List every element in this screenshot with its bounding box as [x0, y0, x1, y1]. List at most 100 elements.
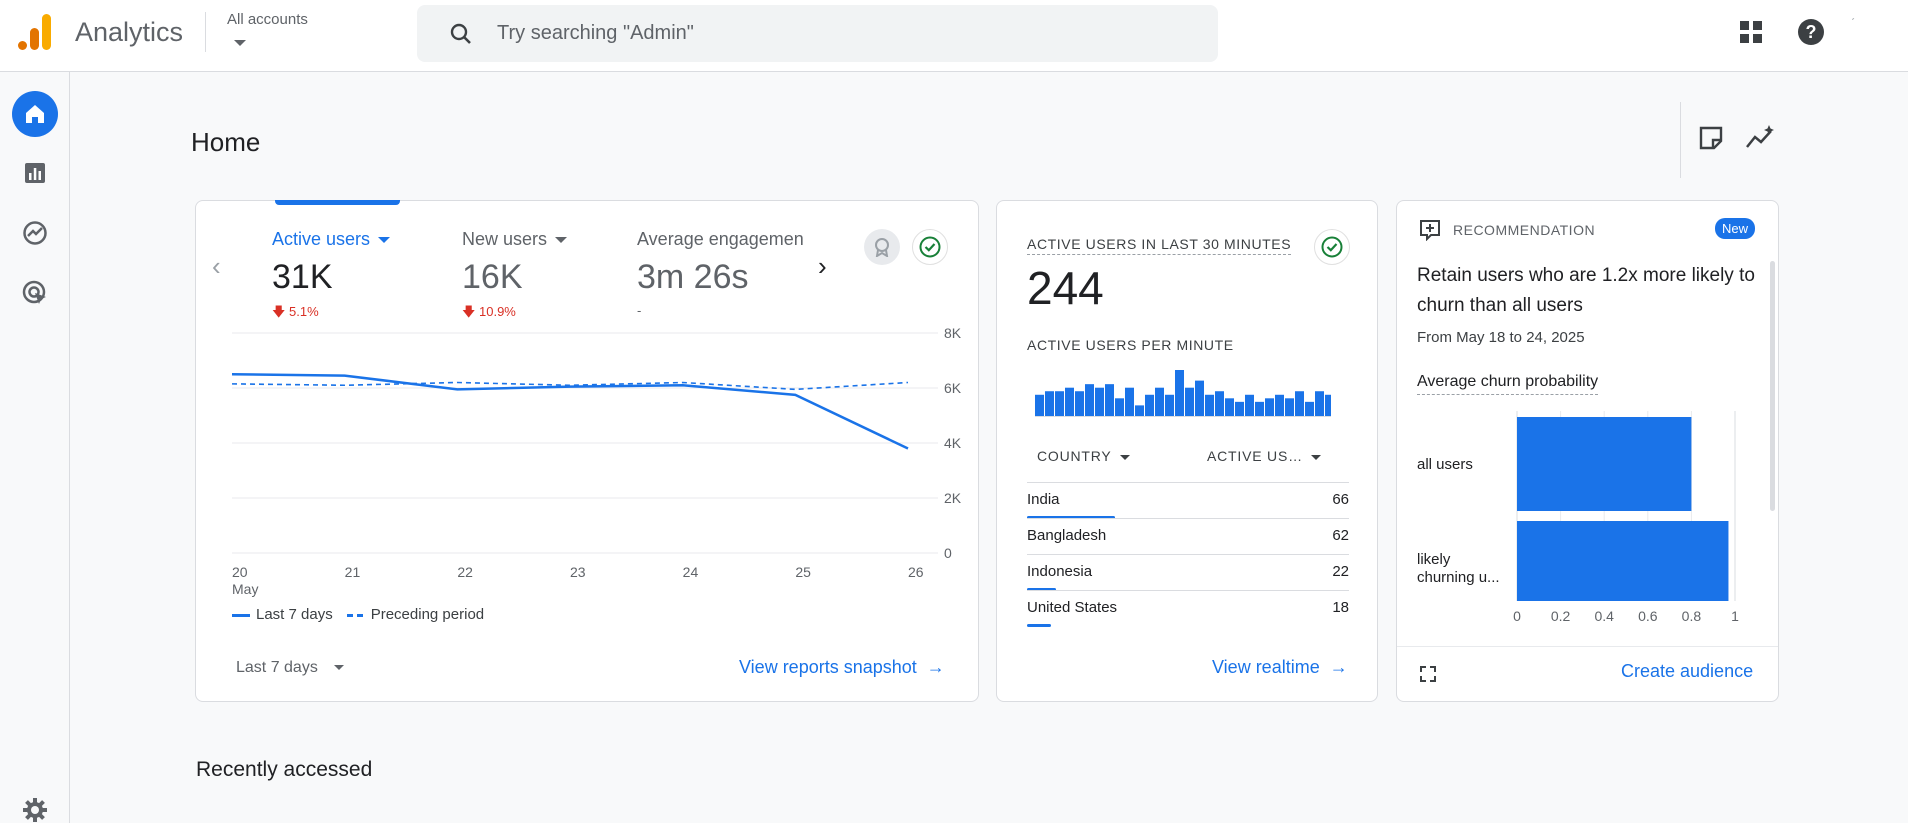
dashed-line-swatch	[346, 613, 365, 617]
minute-bar	[1325, 394, 1331, 416]
app-title: Analytics	[75, 17, 184, 47]
active-users-column-header[interactable]: ACTIVE US…	[1207, 448, 1321, 464]
category-label: churning u...	[1417, 569, 1500, 586]
insights-icon[interactable]	[1745, 125, 1775, 151]
minute-bar	[1255, 401, 1264, 416]
country-name: Bangladesh	[1027, 527, 1107, 544]
minute-bar	[1195, 380, 1204, 416]
y-tick-label: 8K	[944, 325, 962, 341]
minute-bar	[1065, 387, 1074, 416]
arrow-down-icon: 🡇	[462, 304, 476, 319]
country-value: 62	[1332, 527, 1349, 544]
metric-value: 31K	[272, 258, 333, 296]
series-line-last-7-days	[231, 373, 909, 450]
minute-bar	[1085, 384, 1094, 416]
nav-home[interactable]	[12, 91, 58, 137]
metric-new-users[interactable]: New users 16K 🡇 10.9%	[462, 229, 568, 325]
x-tick-label: 24	[683, 564, 699, 580]
realtime-title: ACTIVE USERS IN LAST 30 MINUTES	[1027, 236, 1292, 255]
x-tick-sublabel: May	[232, 581, 258, 597]
status-badge[interactable]	[912, 229, 948, 265]
notes-icon[interactable]	[1698, 125, 1724, 151]
create-audience-link[interactable]: Create audience	[1621, 661, 1754, 681]
churn-bar	[1517, 521, 1729, 601]
analytics-logo[interactable]	[18, 14, 54, 50]
minute-bar	[1135, 405, 1144, 416]
search-bar[interactable]	[417, 5, 1218, 62]
recommendation-label: RECOMMENDATION	[1453, 222, 1596, 238]
chevron-down-icon	[1310, 454, 1321, 460]
country-name: United States	[1027, 599, 1118, 616]
minute-bar	[1215, 391, 1224, 416]
overview-card: ‹ Active users 31K 🡇 5.1% New users 16K …	[195, 200, 979, 702]
country-value: 22	[1332, 563, 1349, 580]
metric-label: Active users	[272, 229, 391, 250]
apps-grid-icon[interactable]	[1739, 20, 1763, 44]
minute-bar	[1245, 394, 1254, 416]
help-icon[interactable]: ?	[1797, 18, 1825, 46]
minute-bar	[1115, 398, 1124, 416]
nav-explore[interactable]	[12, 210, 58, 256]
recently-accessed-title: Recently accessed	[196, 758, 373, 781]
account-avatar[interactable]: ˊ	[1851, 16, 1855, 30]
y-tick-label: 2K	[944, 490, 962, 506]
account-selector[interactable]: All accounts	[227, 11, 308, 46]
view-reports-snapshot-link[interactable]: View reports snapshot →	[739, 657, 945, 677]
minute-bar	[1095, 387, 1104, 416]
x-tick-label: 0.8	[1682, 608, 1702, 624]
chevron-down-icon	[333, 665, 344, 671]
recommendation-date: From May 18 to 24, 2025	[1417, 329, 1585, 346]
nav-advertising[interactable]	[12, 270, 58, 316]
check-circle-icon	[919, 236, 941, 258]
metric-change: 🡇 5.1%	[272, 304, 319, 319]
metric-change: 🡇 10.9%	[462, 304, 516, 319]
award-icon	[875, 238, 889, 257]
date-range-selector[interactable]: Last 7 days	[236, 659, 344, 677]
minute-bar	[1055, 391, 1064, 416]
scrollbar[interactable]	[1770, 261, 1775, 511]
category-label: likely	[1417, 551, 1451, 568]
minute-bar	[1275, 394, 1284, 416]
active-user-count: 244	[1027, 262, 1104, 314]
nav-reports[interactable]	[12, 150, 58, 196]
y-tick-label: 0	[944, 545, 952, 561]
add-insight-icon	[1420, 220, 1440, 241]
country-column-header[interactable]: COUNTRY	[1037, 448, 1130, 464]
per-minute-label: ACTIVE USERS PER MINUTE	[1027, 337, 1234, 353]
metric-active-users[interactable]: Active users 31K 🡇 5.1%	[272, 229, 391, 325]
chevron-down-icon	[378, 237, 391, 244]
minute-bar	[1075, 391, 1084, 416]
search-icon	[450, 23, 471, 44]
metric-value: 3m 26s	[637, 258, 749, 296]
insights-badge[interactable]	[864, 229, 900, 265]
metric-avg-engagement[interactable]: Average engagemen 3m 26s -	[637, 229, 817, 318]
divider	[1680, 102, 1681, 178]
minute-bar	[1305, 401, 1314, 416]
x-tick-label: 20	[232, 564, 248, 580]
search-input[interactable]	[497, 5, 1177, 62]
metric-change: -	[637, 303, 642, 318]
view-realtime-link[interactable]: View realtime →	[1212, 657, 1348, 677]
fullscreen-icon[interactable]	[1419, 665, 1437, 683]
minute-bar	[1265, 398, 1274, 416]
x-tick-label: 0.6	[1638, 608, 1658, 624]
minute-bar	[1035, 394, 1044, 416]
home-icon	[26, 105, 44, 123]
solid-line-swatch	[232, 613, 250, 617]
country-value: 66	[1332, 491, 1349, 508]
chevron-right-icon[interactable]: ›	[818, 251, 827, 281]
minute-bar	[1165, 394, 1174, 416]
arrow-right-icon: →	[1329, 657, 1348, 677]
chevron-down-icon	[1119, 454, 1130, 460]
settings-gear-icon[interactable]	[22, 797, 48, 823]
status-badge[interactable]	[1314, 229, 1350, 265]
minute-bar	[1285, 398, 1294, 416]
metric-value: 16K	[462, 258, 523, 296]
arrow-down-icon: 🡇	[272, 304, 286, 319]
y-tick-label: 6K	[944, 380, 962, 396]
chevron-left-icon[interactable]: ‹	[212, 251, 221, 281]
recommendation-card: RECOMMENDATION New Retain users who are …	[1396, 200, 1779, 702]
x-tick-label: 0.4	[1594, 608, 1614, 624]
x-tick-label: 23	[570, 564, 586, 580]
left-nav	[0, 72, 70, 823]
